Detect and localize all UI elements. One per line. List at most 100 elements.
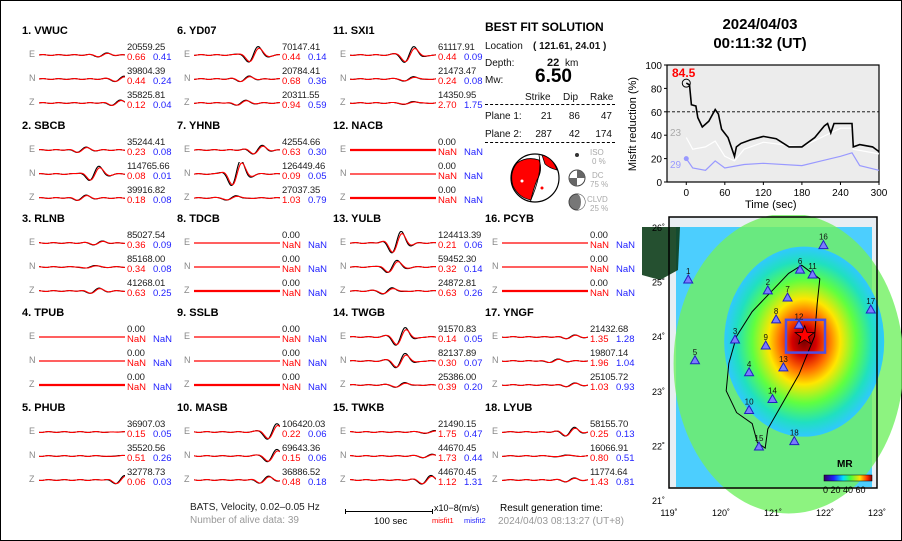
col-rake: Rake: [590, 92, 614, 103]
misfit2-value: NaN: [464, 147, 484, 158]
misfit1-value: 0.63: [282, 147, 301, 158]
station-triangle-icon: [770, 313, 782, 324]
station-panel-rlnb: 3. RLNB E 85027.54 0.36 0.09 N 85168.00 0.34 0.0…: [22, 213, 172, 303]
x-tick-label: 300: [871, 188, 888, 199]
misfit2-value: NaN: [464, 195, 484, 206]
plane1-label: Plane 1:: [485, 111, 522, 122]
misfit2-value: 0.09: [153, 240, 172, 251]
max-amplitude: 0.00: [127, 372, 145, 383]
peak-marker: [681, 78, 691, 88]
max-amplitude: 24872.81: [438, 278, 477, 289]
iso-value: 0 %: [592, 157, 606, 166]
y-tick-label: 60: [651, 108, 663, 119]
misfit2-value: 0.18: [308, 477, 327, 488]
waveform-trace: [194, 242, 280, 244]
component-label: E: [492, 331, 499, 341]
misfit1-value: NaN: [590, 264, 610, 275]
clvd-value: 25 %: [590, 204, 609, 213]
misfit2-value: 0.05: [153, 429, 172, 440]
misfit1-value: 0.21: [438, 240, 457, 251]
waveform-trace: [350, 76, 436, 82]
solution-title: BEST FIT SOLUTION: [485, 20, 604, 34]
plane1-strike: 21: [540, 111, 552, 122]
misfit2-value: NaN: [308, 240, 328, 251]
misfit2-value: 0.06: [308, 429, 327, 440]
clvd-label: CLVD: [587, 195, 608, 204]
max-amplitude: 32778.73: [127, 467, 166, 478]
misfit1-value: 0.51: [127, 453, 146, 464]
misfit2-value: 0.08: [153, 147, 172, 158]
station-title: 16. PCYB: [485, 213, 534, 225]
component-label: Z: [29, 192, 35, 202]
station-triangle-icon: [743, 366, 755, 377]
mw-value: 6.50: [535, 66, 572, 87]
latitude-tick: 23˚: [652, 387, 665, 397]
max-amplitude: 19807.14: [590, 348, 629, 359]
station-title: 7. YHNB: [177, 120, 221, 132]
max-amplitude: 16066.91: [590, 443, 629, 454]
waveform-trace: [39, 194, 125, 201]
series-line-3: [685, 152, 880, 171]
station-panel-yhnb: 7. YHNB E 42554.66 0.63 0.30 N 126449.46 0.09 0.…: [177, 120, 327, 210]
component-label: Z: [340, 97, 346, 107]
latitude-tick: 24˚: [652, 332, 665, 342]
max-amplitude: 114765.66: [127, 161, 170, 172]
waveform-trace: [39, 99, 125, 106]
misfit2-value: 0.20: [464, 382, 483, 393]
y-axis-label: Misfit reduction (%): [627, 76, 639, 172]
units-label: x10−8(m/s): [434, 503, 480, 513]
station-title: 18. LYUB: [485, 402, 533, 414]
station-panel-yulb: 13. YULB E 124413.39 0.21 0.06 N 59452.30 0.32 0…: [333, 213, 483, 303]
misfit1-value: 0.18: [127, 195, 146, 206]
max-amplitude: 11774.64: [590, 467, 628, 478]
max-amplitude: 106420.03: [282, 419, 326, 430]
station-number: 1: [686, 267, 691, 276]
waveform-trace: [502, 334, 588, 340]
station-panel-sxi1: 11. SXI1 E 61117.91 0.44 0.09 N 21473.47 0.24 0.…: [333, 25, 483, 115]
waveform-trace: [39, 264, 125, 269]
longitude-tick: 121˚: [764, 508, 782, 518]
max-amplitude: 0.00: [282, 324, 300, 335]
waveform-trace: [502, 358, 588, 364]
waveform-trace: [194, 266, 280, 268]
station-number: 11: [808, 262, 817, 271]
misfit2-value: 0.41: [153, 52, 172, 63]
misfit1-value: 0.34: [127, 264, 146, 275]
waveform-trace: [194, 75, 280, 83]
station-number: 17: [866, 297, 875, 306]
station-number: 13: [779, 355, 788, 364]
component-label: N: [184, 73, 191, 83]
series-label-2: 23: [670, 128, 682, 139]
misfit1-value: 0.09: [282, 171, 301, 182]
misfit1-value: 1.96: [590, 358, 609, 369]
misfit1-value: 0.36: [127, 240, 146, 251]
x-tick-label: 180: [794, 188, 811, 199]
waveform-trace: [502, 477, 588, 483]
station-triangle-icon: [767, 393, 778, 404]
station-title: 11. SXI1: [333, 25, 375, 37]
station-title: 9. SSLB: [177, 307, 219, 319]
station-title: 13. YULB: [333, 213, 382, 225]
misfit1-value: 0.48: [282, 477, 301, 488]
waveform-trace: [502, 382, 588, 388]
misfit2-value: 0.59: [308, 100, 327, 111]
misfit2-value: NaN: [308, 334, 328, 345]
misfit2-value: 0.30: [308, 147, 327, 158]
waveform-trace: [194, 360, 280, 362]
component-label: N: [184, 450, 191, 460]
component-label: N: [340, 355, 347, 365]
max-amplitude: 35520.56: [127, 443, 166, 454]
max-amplitude: 0.00: [282, 372, 300, 383]
station-panel-vwuc: 1. VWUC E 20559.25 0.66 0.41 N 39804.39 0.44 0.2…: [22, 25, 172, 115]
mw-label: Mw:: [485, 75, 504, 86]
max-amplitude: 0.00: [438, 185, 456, 196]
misfit2-value: 0.05: [464, 334, 483, 345]
longitude-tick: 122˚: [816, 508, 834, 518]
misfit2-value: NaN: [464, 171, 484, 182]
waveform-trace: [350, 382, 436, 388]
component-label: N: [29, 168, 36, 178]
misfit1-value: 0.44: [127, 76, 146, 87]
station-title: 4. TPUB: [22, 307, 65, 319]
component-label: Z: [29, 474, 35, 484]
latitude-tick: 21˚: [652, 496, 665, 506]
